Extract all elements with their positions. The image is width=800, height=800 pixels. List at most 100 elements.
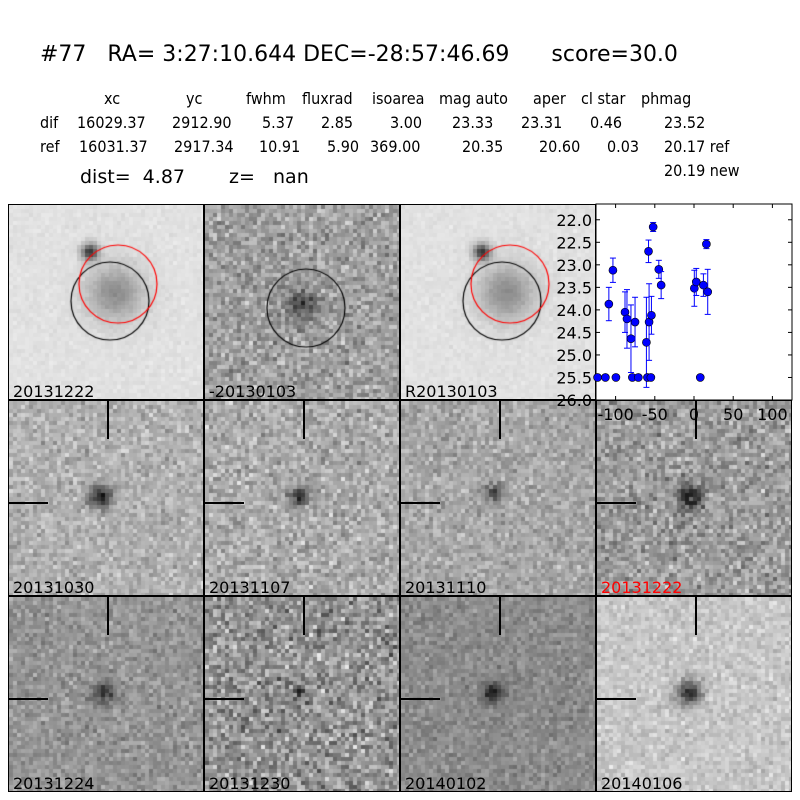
col-header-fluxrad: fluxrad: [302, 89, 353, 108]
stamp-image: [401, 401, 595, 595]
col-header-phmag: phmag: [641, 89, 692, 108]
image-stamp: 20131224: [8, 596, 204, 792]
data-point: [608, 265, 618, 275]
crosshair-horizontal: [597, 502, 636, 504]
image-stamp: 20140106: [596, 596, 792, 792]
data-point: [644, 247, 653, 256]
data-point: [642, 338, 651, 347]
stamp-date-label: 20131110: [405, 578, 487, 596]
stamp-image: [205, 597, 399, 791]
ref-yc: 2917.34: [174, 137, 234, 156]
stamp-image: [401, 205, 595, 399]
image-stamp: 20131222: [8, 204, 204, 400]
image-stamp: 20140102: [400, 596, 596, 792]
candidate-title: #77 RA= 3:27:10.644 DEC=-28:57:46.69 sco…: [40, 42, 678, 67]
x-tick-label: 50: [723, 405, 743, 424]
dif-cl-star: 0.46: [590, 113, 623, 132]
new-phmag: 20.19 new: [664, 161, 740, 180]
y-tick-label: 22.0: [556, 211, 592, 230]
stamp-image: [597, 401, 791, 595]
data-point: [647, 310, 656, 320]
crosshair-vertical: [695, 401, 697, 439]
dif-yc: 2912.90: [172, 113, 232, 132]
image-stamp: 20131030: [8, 400, 204, 596]
stamp-image: [401, 597, 595, 791]
ref-isoarea: 369.00: [370, 137, 421, 156]
data-point: [626, 334, 636, 344]
image-stamp: 20131230: [204, 596, 400, 792]
ref-xc: 16031.37: [79, 137, 148, 156]
data-point: [703, 287, 713, 297]
crosshair-horizontal: [401, 502, 440, 504]
col-header-aper: aper: [533, 89, 566, 108]
crosshair-vertical: [303, 597, 305, 635]
x-tick-label: -100: [597, 405, 633, 424]
dif-isoarea: 3.00: [390, 113, 423, 132]
x-tick-label: -50: [642, 405, 668, 424]
ref-cl-star: 0.03: [607, 137, 640, 156]
image-stamp: -20130103: [204, 204, 400, 400]
stamp-date-label: R20130103: [405, 382, 498, 400]
stamp-date-label: -20130103: [209, 382, 297, 400]
row-label-ref: ref: [40, 137, 60, 156]
ref-mag-auto: 20.35: [462, 137, 504, 156]
dist-value: dist= 4.87: [80, 166, 185, 188]
dif-fwhm: 5.37: [262, 113, 295, 132]
crosshair-vertical: [303, 401, 305, 439]
col-header-yc: yc: [186, 89, 203, 108]
crosshair-horizontal: [205, 502, 244, 504]
z-value: z= nan: [229, 166, 309, 188]
stamp-date-label: 20131107: [209, 578, 291, 596]
ref-aper: 20.60: [539, 137, 581, 156]
dif-fluxrad: 2.85: [321, 113, 354, 132]
data-point: [601, 373, 610, 382]
crosshair-vertical: [107, 597, 109, 635]
dif-mag-auto: 23.33: [452, 113, 494, 132]
col-header-fwhm: fwhm: [246, 89, 286, 108]
data-point: [646, 373, 656, 382]
data-point: [611, 373, 621, 382]
crosshair-horizontal: [205, 698, 244, 700]
stamp-image: [9, 401, 203, 595]
stamp-date-label: 20131222: [601, 578, 683, 596]
ref-fluxrad: 5.90: [327, 137, 360, 156]
crosshair-vertical: [107, 401, 109, 439]
dif-phmag: 23.52: [664, 113, 706, 132]
stamp-image: [9, 205, 203, 399]
data-point: [622, 314, 632, 324]
stamp-image: [205, 205, 399, 399]
stamp-date-label: 20131224: [13, 774, 95, 792]
crosshair-vertical: [499, 597, 501, 635]
x-tick-label: 0: [689, 405, 699, 424]
crosshair-vertical: [695, 597, 697, 635]
ref-fwhm: 10.91: [259, 137, 301, 156]
y-tick-label: 22.5: [556, 233, 592, 252]
image-stamp: 20131107: [204, 400, 400, 596]
col-header-mag-auto: mag auto: [439, 89, 508, 108]
stamp-date-label: 20131230: [209, 774, 291, 792]
y-tick-label: 24.5: [556, 323, 592, 342]
y-tick-label: 23.0: [556, 256, 592, 275]
row-label-dif: dif: [40, 113, 59, 132]
data-point: [593, 373, 602, 382]
data-point: [604, 299, 614, 309]
data-point: [648, 222, 658, 232]
dif-aper: 23.31: [521, 113, 563, 132]
image-stamp: R20130103: [400, 204, 596, 400]
stamp-date-label: 20131030: [13, 578, 95, 596]
stamp-date-label: 20140106: [601, 774, 683, 792]
col-header-isoarea: isoarea: [372, 89, 425, 108]
y-tick-label: 23.5: [556, 278, 592, 297]
data-point: [634, 373, 643, 382]
crosshair-vertical: [499, 401, 501, 439]
data-point: [695, 373, 705, 382]
ref-phmag: 20.17 ref: [664, 137, 730, 156]
stamp-date-label: 20131222: [13, 382, 95, 400]
crosshair-horizontal: [9, 698, 48, 700]
x-tick-label: 100: [757, 405, 788, 424]
y-tick-label: 26.0: [556, 391, 592, 410]
dif-xc: 16029.37: [77, 113, 146, 132]
crosshair-horizontal: [401, 698, 440, 700]
data-point: [702, 239, 711, 249]
